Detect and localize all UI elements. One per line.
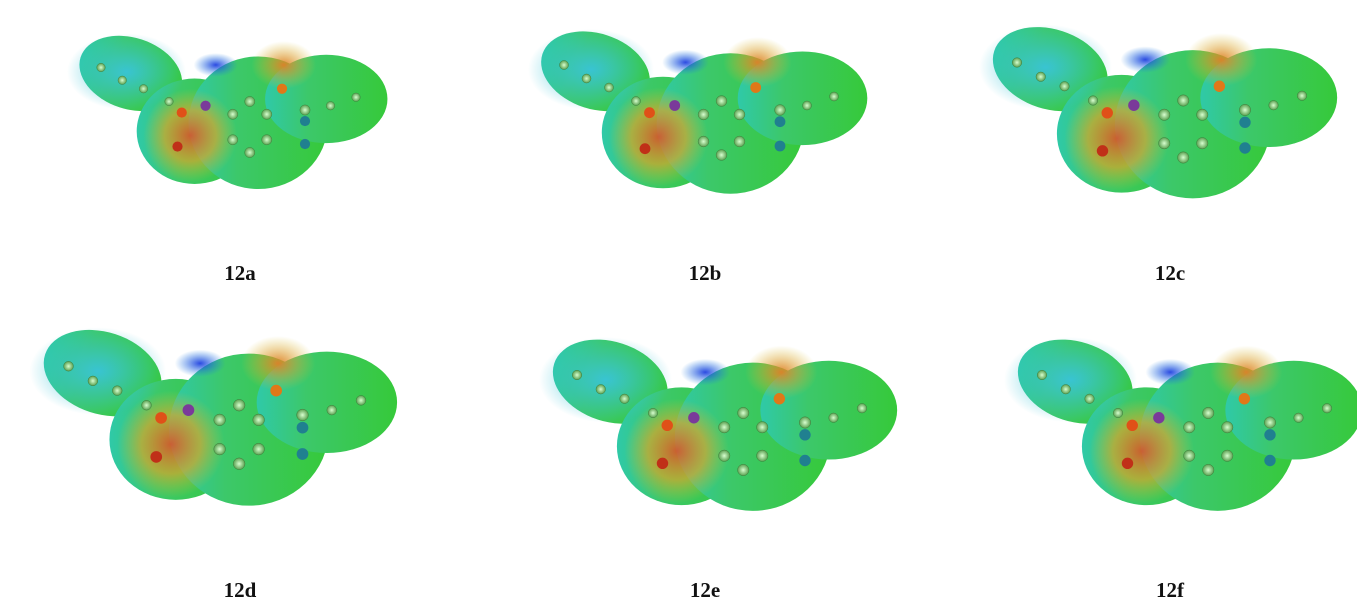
panel-label: 12c bbox=[1110, 261, 1230, 286]
mep-surface bbox=[30, 315, 398, 505]
mep-surface bbox=[67, 23, 387, 189]
panel-label: 12e bbox=[645, 578, 765, 603]
panel-label: 12a bbox=[180, 261, 300, 286]
panel-label: 12b bbox=[645, 261, 765, 286]
panel-label: 12d bbox=[180, 578, 300, 603]
mep-surface bbox=[979, 13, 1337, 198]
mep-maps bbox=[0, 0, 1357, 605]
panel-label: 12f bbox=[1110, 578, 1230, 603]
mep-surface bbox=[528, 18, 867, 194]
mep-surface bbox=[539, 326, 897, 511]
figure: 12a 12b 12c 12d 12e 12f bbox=[0, 0, 1357, 605]
mep-surface bbox=[1004, 326, 1357, 511]
